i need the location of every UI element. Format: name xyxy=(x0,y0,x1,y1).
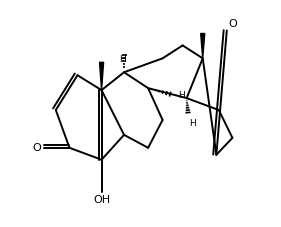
Text: O: O xyxy=(228,19,237,29)
Text: OH: OH xyxy=(93,195,110,205)
Text: O: O xyxy=(32,143,41,153)
Polygon shape xyxy=(99,62,104,90)
Polygon shape xyxy=(201,34,205,58)
Text: H: H xyxy=(178,91,185,100)
Text: H: H xyxy=(189,119,196,128)
Text: H: H xyxy=(119,55,126,64)
